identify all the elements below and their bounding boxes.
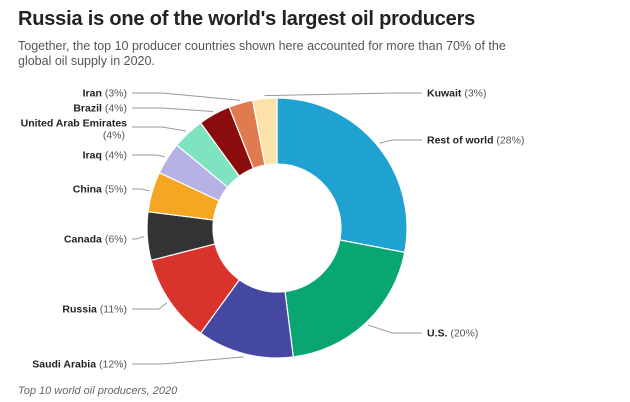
label-percent: (3%) [461, 88, 486, 100]
label-name: Rest of world [427, 135, 494, 147]
leader-canada [132, 235, 145, 240]
leader-united-arab-emirates [132, 126, 187, 132]
label-percent: (6%) [102, 234, 127, 246]
label-percent: (4%) [102, 103, 127, 115]
label-brazil: Brazil (4%) [73, 103, 127, 115]
donut-chart: Rest of world (28%) U.S. (20%) Saudi Arabi… [21, 88, 525, 371]
slice-kuwait [251, 97, 278, 166]
label-percent: (5%) [102, 184, 127, 196]
label-percent: (4%) [102, 150, 127, 162]
label-iran: Iran (3%) [83, 88, 127, 100]
leader-saudi-arabia [132, 356, 244, 365]
label-name: U.S. [427, 328, 448, 340]
label-china: China (5%) [73, 184, 127, 196]
leader-kuwait [264, 92, 422, 97]
label-percent: (20%) [447, 328, 478, 340]
leader-brazil [132, 107, 213, 112]
leader-china [132, 188, 150, 192]
chart-subtitle: Together, the top 10 producer countries … [18, 39, 506, 68]
label-percent: (28%) [494, 135, 525, 147]
label-name: Iran [83, 88, 102, 100]
label-saudi-arabia: Saudi Arabia (12%) [32, 359, 127, 371]
label-name: Saudi Arabia [32, 359, 96, 371]
label-rest-of-world: Rest of world (28%) [427, 135, 524, 147]
label-united-arab-emirates: United Arab Emirates (4%) [21, 118, 128, 142]
label-name: Brazil [73, 103, 102, 115]
label-name: Canada [64, 234, 102, 246]
leader-rest-of-world [379, 139, 422, 144]
label-percent: (4%) [103, 130, 125, 142]
label-u-s: U.S. (20%) [427, 328, 478, 340]
donut-slices [146, 97, 408, 359]
label-percent: (12%) [96, 359, 127, 371]
leader-iran [132, 92, 240, 101]
label-russia: Russia (11%) [62, 304, 127, 316]
leader-iraq [132, 154, 165, 158]
leader-russia [132, 302, 168, 310]
slice-u-s [284, 239, 406, 358]
label-iraq: Iraq (4%) [83, 150, 127, 162]
leader-u-s [367, 324, 422, 334]
label-percent: (3%) [102, 88, 127, 100]
label-name: Russia [62, 304, 97, 316]
chart-title: Russia is one of the world's largest oil… [18, 8, 476, 30]
label-name: United Arab Emirates [21, 118, 128, 130]
label-canada: Canada (6%) [64, 234, 127, 246]
label-name: Kuwait [427, 88, 462, 100]
label-kuwait: Kuwait (3%) [427, 88, 487, 100]
label-name: China [73, 184, 102, 196]
slice-rest-of-world [276, 97, 408, 254]
chart-caption: Top 10 world oil producers, 2020 [18, 385, 178, 397]
label-name: Iraq [83, 150, 102, 162]
label-leader-lines [132, 92, 422, 365]
slice-labels: Rest of world (28%) U.S. (20%) Saudi Arabi… [21, 88, 525, 371]
label-percent: (11%) [97, 304, 127, 316]
